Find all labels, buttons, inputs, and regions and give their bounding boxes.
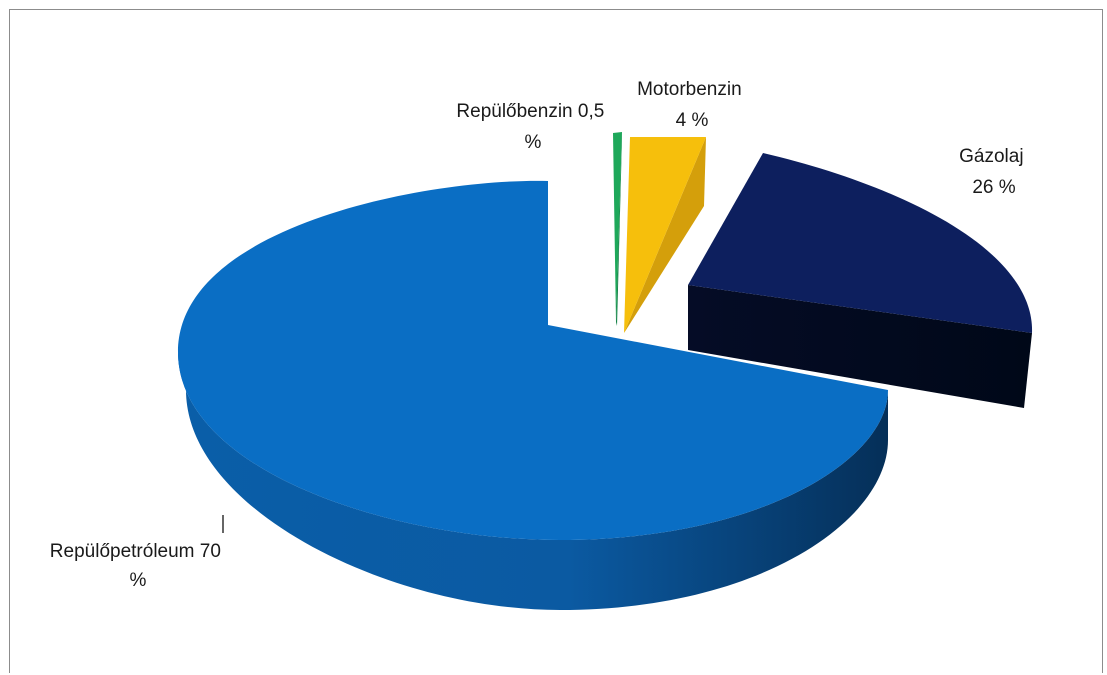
slice-motorbenzin-top: [624, 137, 706, 333]
slice-repulopetroleum-side: [178, 352, 888, 610]
label-repulopetroleum: Repülőpetróleum 70 %: [50, 541, 226, 591]
slice-repulobenzin-top: [613, 132, 622, 322]
slice-motorbenzin[interactable]: [624, 137, 706, 333]
slice-repulopetroleum[interactable]: [178, 180, 888, 610]
slice-repulobenzin[interactable]: [613, 132, 622, 326]
slice-gazolaj[interactable]: [688, 153, 1033, 408]
label-repulobenzin: Repülőbenzin 0,5 %: [456, 101, 609, 153]
slice-repulobenzin-side: [616, 132, 622, 326]
slice-gazolaj-side: [688, 285, 1032, 408]
label-gazolaj: Gázolaj 26 %: [959, 146, 1029, 198]
label-motorbenzin: Motorbenzin 4 %: [637, 79, 747, 131]
slice-repulopetroleum-top: [178, 180, 888, 541]
slice-gazolaj-top: [688, 153, 1033, 333]
